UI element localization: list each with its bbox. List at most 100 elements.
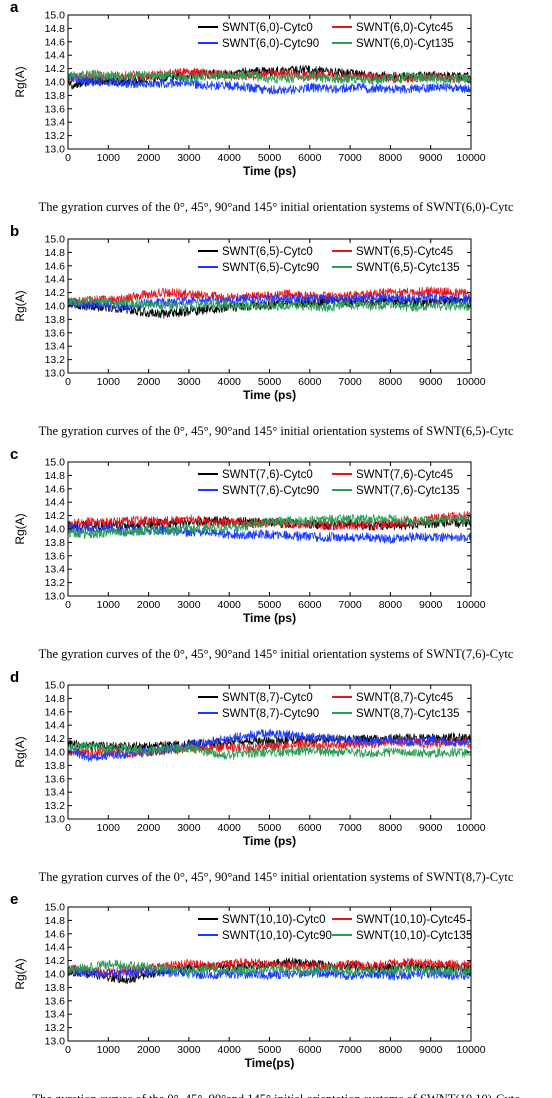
y-tick-label: 13.6 [45,327,66,339]
x-tick-label: 9000 [419,822,443,834]
y-tick-label: 14.6 [45,706,66,718]
x-tick-label: 3000 [177,599,201,611]
y-tick-label: 13.4 [45,564,66,576]
legend-entry-label: SWNT(10,10)-Cytc135 [356,930,472,942]
y-tick-label: 14.4 [45,720,66,732]
x-tick-label: 10000 [456,1044,485,1056]
legend-entry-label: SWNT(6,0)-Cytc0 [222,22,313,34]
legend: SWNT(6,5)-Cytc0 SWNT(6,5)-Cytc45 SWNT(6,5)… [198,246,460,274]
y-tick-label: 13.0 [45,814,66,826]
x-tick-label: 1000 [97,152,121,164]
y-tick-label: 13.4 [45,787,66,799]
x-tick-label: 4000 [218,822,242,834]
y-tick-label: 13.2 [45,577,66,589]
x-tick-label: 5000 [258,599,282,611]
y-tick-label: 15.0 [45,680,66,692]
y-tick-label: 13.6 [45,103,66,115]
y-tick-label: 14.8 [45,915,66,927]
y-tick-label: 13.2 [45,800,66,812]
figure-caption: The gyration curves of the 0°, 45°, 90°a… [39,647,514,661]
x-tick-label: 5000 [258,822,282,834]
x-tick-label: 4000 [218,599,242,611]
y-tick-label: 14.4 [45,274,66,286]
legend-entry-label: SWNT(10,10)-Cytc0 [222,914,326,926]
x-tick-label: 7000 [338,822,362,834]
x-tick-label: 5000 [258,1044,282,1056]
x-tick-label: 0 [65,822,71,834]
y-tick-label: 14.6 [45,483,66,495]
chart-panel-a: a 13.0 13.213.4 13.613.814.0 14.214.4 14.614.… [10,0,514,214]
series-line [67,728,472,763]
x-tick-label: 2000 [137,1044,161,1056]
legend-entry-label: SWNT(8,7)-Cytc45 [356,692,453,704]
legend-entry-label: SWNT(10,10)-Cytc45 [356,914,466,926]
x-tick-label: 3000 [177,1044,201,1056]
series-line [67,295,472,313]
y-tick-label: 14.2 [45,510,66,522]
x-axis-title: Time (ps) [243,388,296,402]
y-tick-label: 14.8 [45,23,66,35]
figure-caption: The gyration curves of the 0°, 45°, 90°a… [39,870,514,884]
y-tick-label: 13.4 [45,341,66,353]
panel-letter: c [10,446,18,463]
panel-letter: a [10,0,19,16]
chart-panel-e: e 13.0 13.213.4 13.613.814.0 14.214.4 14.614.… [10,891,520,1098]
x-tick-label: 5000 [258,376,282,388]
y-tick-label: 13.2 [45,1022,66,1034]
y-tick-label: 14.4 [45,497,66,509]
y-tick-label: 15.0 [45,234,66,246]
x-tick-label: 10000 [456,599,485,611]
x-tick-label: 1000 [97,1044,121,1056]
y-tick-label: 14.4 [45,50,66,62]
y-axis-title: Rg(A) [13,290,27,321]
y-tick-label: 14.2 [45,955,66,967]
x-tick-label: 9000 [419,1044,443,1056]
legend: SWNT(6,0)-Cytc0 SWNT(6,0)-Cytc45 SWNT(6,0)… [198,22,454,50]
y-tick-label: 14.8 [45,470,66,482]
x-tick-label: 3000 [177,822,201,834]
x-tick-label: 8000 [379,599,403,611]
legend-entry-label: SWNT(6,0)-Cytc45 [356,22,453,34]
y-tick-label: 13.8 [45,90,66,102]
y-tick-label: 13.4 [45,117,66,129]
x-tick-label: 3000 [177,152,201,164]
series-line [67,69,472,85]
y-tick-label: 13.2 [45,130,66,142]
y-tick-label: 13.2 [45,354,66,366]
x-tick-label: 9000 [419,376,443,388]
x-tick-label: 1000 [97,376,121,388]
legend: SWNT(7,6)-Cytc0 SWNT(7,6)-Cytc45 SWNT(7,6)… [198,469,460,497]
x-tick-label: 1000 [97,599,121,611]
y-tick-label: 14.0 [45,77,66,89]
x-tick-label: 4000 [218,152,242,164]
y-tick-label: 13.4 [45,1009,66,1021]
x-tick-label: 5000 [258,152,282,164]
x-tick-label: 1000 [97,822,121,834]
x-tick-label: 0 [65,152,71,164]
x-tick-label: 0 [65,599,71,611]
x-tick-label: 9000 [419,599,443,611]
x-tick-label: 4000 [218,376,242,388]
series-line [67,741,472,760]
y-tick-label: 15.0 [45,902,66,914]
y-tick-label: 14.2 [45,733,66,745]
legend-entry-label: SWNT(7,6)-Cytc90 [222,485,319,497]
x-tick-label: 8000 [379,822,403,834]
legend: SWNT(10,10)-Cytc0 SWNT(10,10)-Cytc45 SWNT(… [198,914,472,942]
y-tick-label: 13.6 [45,995,66,1007]
plot-frame [67,14,472,150]
legend-entry-label: SWNT(6,5)-Cytc45 [356,246,453,258]
legend-entry-label: SWNT(7,6)-Cytc135 [356,485,460,497]
plot-frame [67,461,472,597]
legend-entry-label: SWNT(8,7)-Cytc135 [356,708,460,720]
y-tick-label: 14.2 [45,63,66,75]
y-tick-label: 13.8 [45,537,66,549]
x-tick-label: 3000 [177,376,201,388]
y-tick-label: 13.8 [45,982,66,994]
x-tick-label: 6000 [298,1044,322,1056]
legend-entry-label: SWNT(6,0)-Cyt135 [356,38,454,50]
legend-entry-label: SWNT(7,6)-Cytc0 [222,469,313,481]
x-tick-label: 7000 [338,152,362,164]
y-axis-title: Rg(A) [13,66,27,97]
x-tick-label: 10000 [456,822,485,834]
